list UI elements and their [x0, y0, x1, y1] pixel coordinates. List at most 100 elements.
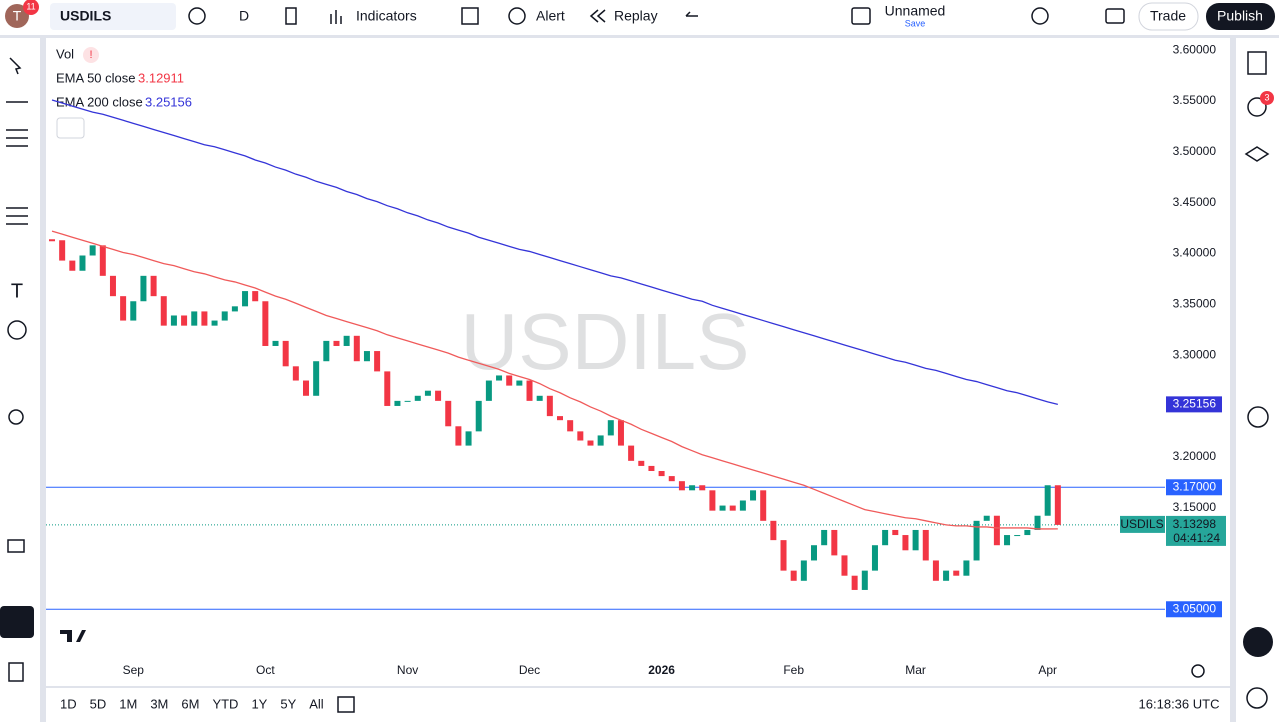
candle: [953, 570, 960, 576]
candle: [1004, 535, 1011, 546]
candle: [465, 431, 472, 446]
candle: [871, 545, 878, 571]
publish-button[interactable]: [1206, 3, 1275, 30]
candle: [516, 380, 523, 386]
lock-tool[interactable]: [7, 539, 25, 553]
interval[interactable]: D: [239, 8, 249, 24]
watermark: USDILS: [461, 297, 750, 386]
candle: [983, 515, 990, 521]
last-price-label: 3.13298: [1173, 517, 1217, 531]
countdown: 04:41:24: [1173, 531, 1220, 545]
candle: [943, 570, 950, 581]
avatar-letter: T: [13, 8, 22, 24]
settings-icon[interactable]: [1031, 7, 1049, 25]
range-button[interactable]: YTD: [212, 696, 238, 711]
y-tick-label: 3.35000: [1173, 296, 1217, 310]
range-button[interactable]: 1D: [60, 696, 77, 711]
range-button[interactable]: All: [309, 696, 324, 711]
candle: [892, 529, 899, 536]
candle: [181, 315, 188, 326]
apps-icon[interactable]: [1243, 627, 1273, 657]
range-button[interactable]: 1M: [119, 696, 137, 711]
layout-icon[interactable]: [851, 7, 871, 25]
x-tick-label: Dec: [519, 663, 540, 677]
watchlist-icon[interactable]: [1247, 51, 1267, 75]
templates-icon[interactable]: [461, 7, 479, 25]
candle: [303, 380, 309, 396]
candle: [617, 420, 624, 446]
legend-name[interactable]: EMA 200 close: [56, 94, 143, 109]
legend-value: 3.12911: [138, 70, 184, 85]
collapse-button[interactable]: [56, 117, 85, 139]
replay[interactable]: Replay: [614, 8, 658, 24]
candle: [1014, 535, 1021, 537]
undo[interactable]: [685, 11, 698, 17]
candle: [546, 395, 553, 417]
emoji-tool[interactable]: [7, 320, 27, 340]
legend-name[interactable]: EMA 50 close: [56, 70, 136, 85]
alerts-icon[interactable]: [1247, 97, 1267, 117]
layers-icon[interactable]: [1244, 146, 1270, 162]
symbol[interactable]: USDILS: [60, 8, 111, 24]
trade[interactable]: Trade: [1150, 8, 1186, 24]
save[interactable]: Save: [905, 18, 926, 28]
candle: [485, 380, 492, 401]
symbol-box[interactable]: [50, 3, 176, 30]
candle: [109, 275, 116, 297]
range-button[interactable]: 3M: [150, 696, 168, 711]
candle: [323, 340, 330, 362]
y-tick-label: 3.20000: [1173, 449, 1217, 463]
bottom-bar: [46, 688, 1230, 722]
text-tool[interactable]: T: [11, 280, 23, 302]
candle: [333, 340, 340, 346]
snapshot-icon[interactable]: [1105, 8, 1125, 24]
candle: [292, 366, 299, 381]
range-button[interactable]: 1Y: [251, 696, 267, 711]
symbol-label: USDILS: [1120, 517, 1163, 531]
link-tool[interactable]: [0, 606, 34, 638]
range-button[interactable]: 6M: [181, 696, 199, 711]
target-icon[interactable]: [1247, 406, 1269, 428]
cursor-tool[interactable]: [9, 57, 22, 75]
range-button[interactable]: 5Y: [280, 696, 296, 711]
candle: [770, 520, 777, 541]
candle: [272, 340, 279, 346]
candle-icon[interactable]: [285, 7, 297, 25]
candle: [557, 416, 563, 421]
avatar[interactable]: [5, 4, 29, 28]
chart-pane: [46, 38, 1230, 686]
help-icon[interactable]: [1246, 687, 1268, 709]
y-tick-label: 3.60000: [1173, 42, 1217, 56]
candle: [404, 400, 411, 402]
layout-name[interactable]: Unnamed: [885, 3, 946, 19]
x-tick-label: Nov: [397, 663, 418, 677]
trash-tool[interactable]: [8, 662, 24, 682]
candle: [79, 255, 86, 271]
volume-label[interactable]: Vol: [56, 46, 74, 61]
candle: [343, 335, 350, 346]
candle: [811, 545, 817, 561]
alert[interactable]: Alert: [536, 8, 565, 24]
badge: [23, 0, 39, 15]
line-tools[interactable]: [6, 101, 28, 225]
zoom-tool[interactable]: [8, 409, 24, 425]
candle: [99, 245, 106, 276]
axis-settings[interactable]: [1191, 664, 1205, 678]
candle: [313, 361, 320, 396]
candle: [150, 275, 157, 297]
date-range-icon[interactable]: [337, 696, 355, 713]
trade-button[interactable]: [1138, 2, 1199, 31]
candle: [252, 291, 259, 302]
indicators[interactable]: Indicators: [356, 8, 417, 24]
range-button[interactable]: 5D: [90, 696, 107, 711]
candle: [363, 351, 370, 362]
warning: !: [89, 49, 92, 61]
y-tick-label: 3.30000: [1173, 347, 1217, 361]
add-icon[interactable]: [188, 7, 206, 25]
candle: [506, 375, 513, 386]
candle: [49, 239, 55, 242]
candle: [1054, 485, 1061, 525]
candle: [678, 481, 685, 491]
publish[interactable]: Publish: [1217, 8, 1263, 24]
